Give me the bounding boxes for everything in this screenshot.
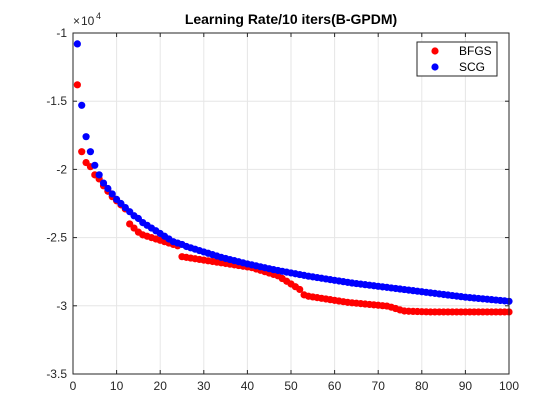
x-tick-label: 80 xyxy=(415,379,429,393)
data-point-scg xyxy=(108,190,116,198)
legend-box xyxy=(416,41,498,77)
x-tick-label: 0 xyxy=(70,379,77,393)
exponent-base: 10 xyxy=(81,14,95,28)
x-tick-label: 50 xyxy=(284,379,298,393)
y-tick-label: -3 xyxy=(56,299,67,313)
x-tick-label: 10 xyxy=(110,379,124,393)
data-point-scg xyxy=(82,133,90,141)
series-scg xyxy=(73,40,513,305)
x-tick-labels: 0 10 20 30 40 50 60 70 80 90 100 xyxy=(70,379,520,393)
legend-marker-bfgs xyxy=(431,47,439,55)
y-tick-label: -2.5 xyxy=(46,231,67,245)
data-point-bfgs xyxy=(78,148,86,156)
data-point-scg xyxy=(91,161,99,169)
y-tick-label: -1.5 xyxy=(46,94,67,108)
legend-marker-scg xyxy=(431,63,439,71)
data-point-scg xyxy=(86,148,95,156)
tick-marks xyxy=(72,32,510,375)
exponent-multiplier: × xyxy=(73,14,80,28)
y-tick-label: -2 xyxy=(56,162,67,176)
x-tick-label: 100 xyxy=(499,379,519,393)
y-tick-label: -3.5 xyxy=(46,367,67,381)
legend: BFGS SCG xyxy=(416,41,498,77)
x-tick-label: 60 xyxy=(328,379,342,393)
data-point-bfgs xyxy=(296,285,304,294)
data-point-scg xyxy=(73,40,81,48)
x-tick-label: 70 xyxy=(372,379,386,393)
y-axis-exponent: × 10 4 xyxy=(73,11,101,28)
x-tick-label: 90 xyxy=(459,379,473,393)
data-point-bfgs xyxy=(73,81,81,89)
data-point-scg xyxy=(78,101,86,109)
data-point-scg xyxy=(99,179,108,187)
data-points xyxy=(73,40,513,316)
series-bfgs xyxy=(73,81,513,316)
y-tick-label: -1 xyxy=(56,26,67,40)
y-tick-labels: -1 -1.5 -2 -2.5 -3 -3.5 xyxy=(46,26,67,381)
x-tick-label: 20 xyxy=(154,379,168,393)
legend-label-bfgs: BFGS xyxy=(459,44,492,58)
legend-label-scg: SCG xyxy=(459,60,485,74)
data-point-scg xyxy=(95,171,103,179)
exponent-power: 4 xyxy=(96,11,101,21)
x-tick-label: 40 xyxy=(241,379,255,393)
x-tick-label: 30 xyxy=(197,379,211,393)
data-point-scg xyxy=(104,184,112,193)
chart-title: Learning Rate/10 iters(B-GPDM) xyxy=(185,11,397,27)
